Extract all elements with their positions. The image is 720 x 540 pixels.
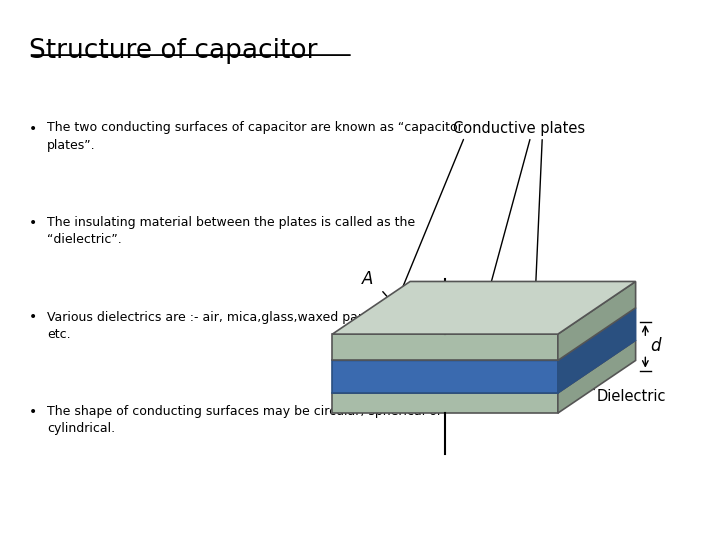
Text: d: d	[650, 338, 660, 355]
Polygon shape	[333, 334, 558, 361]
Polygon shape	[333, 361, 558, 393]
Text: Structure of capacitor: Structure of capacitor	[29, 38, 318, 64]
Text: Various dielectrics are :- air, mica,glass,waxed paper, ceramic
etc.: Various dielectrics are :- air, mica,gla…	[47, 310, 436, 341]
Polygon shape	[333, 340, 636, 393]
Text: The shape of conducting surfaces may be circular, spherical or
cylindrical.: The shape of conducting surfaces may be …	[47, 405, 442, 435]
Text: •: •	[29, 216, 37, 230]
Polygon shape	[333, 308, 636, 361]
Text: •: •	[29, 405, 37, 419]
Polygon shape	[558, 340, 636, 413]
Text: Conductive plates: Conductive plates	[453, 122, 585, 137]
Text: A: A	[361, 271, 373, 288]
Polygon shape	[558, 308, 636, 393]
Polygon shape	[333, 281, 636, 334]
Text: •: •	[29, 310, 37, 325]
Text: The two conducting surfaces of capacitor are known as “capacitor
plates”.: The two conducting surfaces of capacitor…	[47, 122, 462, 152]
Text: Dielectric: Dielectric	[597, 389, 666, 404]
Text: The insulating material between the plates is called as the
“dielectric”.: The insulating material between the plat…	[47, 216, 415, 246]
Text: •: •	[29, 122, 37, 136]
Polygon shape	[333, 393, 558, 413]
Polygon shape	[558, 281, 636, 361]
